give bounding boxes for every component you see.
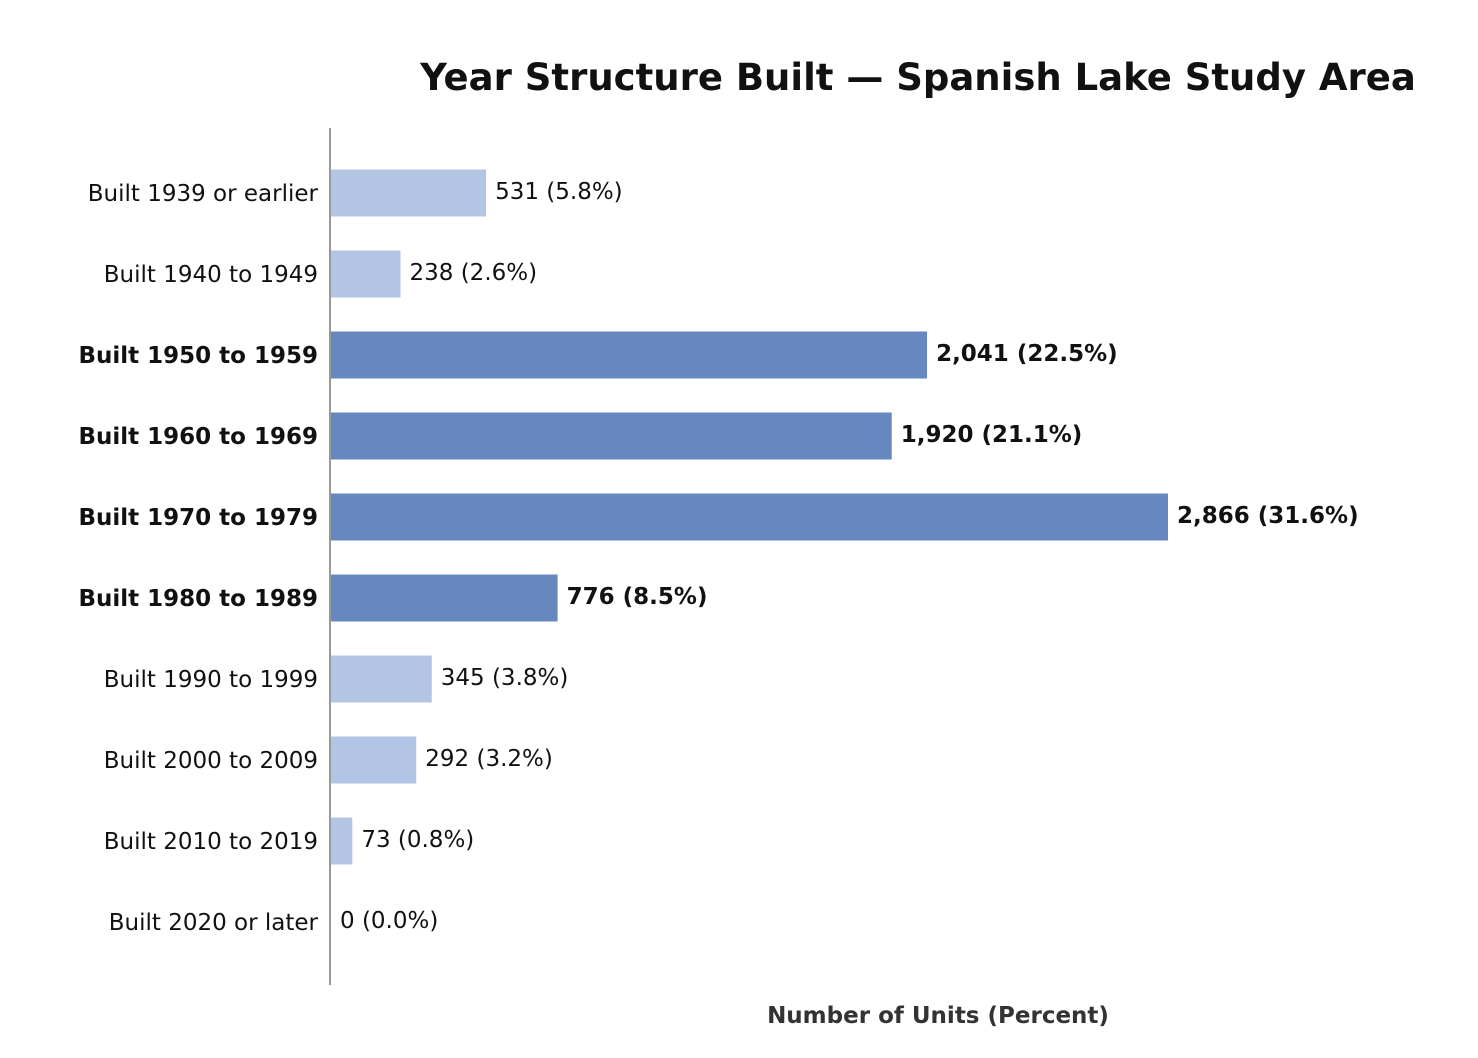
value-label: 345 (3.8%) [441, 665, 569, 691]
bar-row: Built 2010 to 2019 73 (0.8%) [104, 817, 474, 865]
value-label: 73 (0.8%) [361, 827, 474, 853]
category-label: Built 1939 or earlier [88, 181, 319, 207]
value-label: 2,866 (31.6%) [1177, 503, 1359, 529]
value-label: 292 (3.2%) [425, 746, 553, 772]
bar-row: Built 1980 to 1989 776 (8.5%) [78, 574, 708, 622]
bar-row: Built 2020 or later 0 (0.0%) [109, 908, 439, 936]
category-label: Built 1940 to 1949 [104, 262, 318, 288]
bar [331, 331, 928, 379]
category-label: Built 1990 to 1999 [104, 667, 318, 693]
category-label: Built 1950 to 1959 [78, 343, 318, 369]
category-label: Built 2010 to 2019 [104, 829, 318, 855]
bar-row: Built 1950 to 1959 2,041 (22.5%) [78, 331, 1118, 379]
value-label: 0 (0.0%) [340, 908, 438, 934]
bar-row: Built 1970 to 1979 2,866 (31.6%) [78, 493, 1359, 541]
x-axis-label: Number of Units (Percent) [767, 1003, 1109, 1029]
category-label: Built 2020 or later [109, 910, 319, 936]
value-label: 1,920 (21.1%) [901, 422, 1083, 448]
bar-row: Built 1960 to 1969 1,920 (21.1%) [78, 412, 1083, 460]
bar [331, 736, 417, 784]
bar [331, 412, 892, 460]
value-label: 776 (8.5%) [567, 584, 708, 610]
bar [331, 655, 432, 703]
bar [331, 169, 487, 217]
bar [331, 817, 353, 865]
category-label: Built 1980 to 1989 [78, 586, 318, 612]
bar [331, 250, 401, 298]
bar [331, 574, 558, 622]
value-label: 531 (5.8%) [495, 179, 623, 205]
bar-row: Built 2000 to 2009 292 (3.2%) [104, 736, 553, 784]
bars-layer: Built 1939 or earlier 531 (5.8%) Built 194… [78, 169, 1359, 936]
chart-title: Year Structure Built — Spanish Lake Stud… [419, 56, 1416, 99]
category-label: Built 1960 to 1969 [78, 424, 318, 450]
bar [331, 493, 1168, 541]
bar-row: Built 1939 or earlier 531 (5.8%) [88, 169, 623, 217]
category-label: Built 2000 to 2009 [104, 748, 318, 774]
bar-row: Built 1990 to 1999 345 (3.8%) [104, 655, 569, 703]
value-label: 2,041 (22.5%) [936, 341, 1118, 367]
value-label: 238 (2.6%) [410, 260, 538, 286]
category-label: Built 1970 to 1979 [78, 505, 318, 531]
bar-row: Built 1940 to 1949 238 (2.6%) [104, 250, 538, 298]
